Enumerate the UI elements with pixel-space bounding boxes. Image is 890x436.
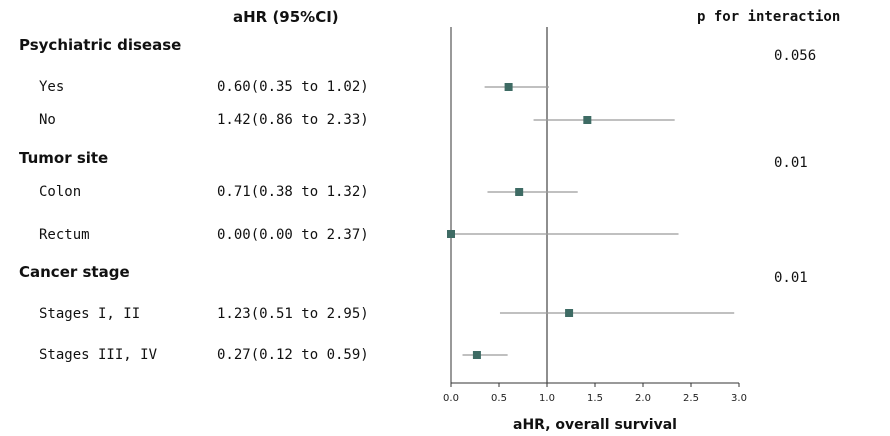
p-interaction-column-header: p for interaction <box>697 9 841 25</box>
group-title-cancer-stage: Cancer stage <box>19 263 130 281</box>
row-estimate-rectum: 0.00(0.00 to 2.37) <box>217 227 369 243</box>
x-tick-label: 2.0 <box>635 393 651 404</box>
row-label-stages-i-ii: Stages I, II <box>39 306 141 322</box>
point-marker <box>583 116 592 124</box>
point-marker <box>504 83 513 91</box>
p-interaction-tumor-site: 0.01 <box>774 155 808 171</box>
p-interaction-psychiatric-disease: 0.056 <box>774 48 817 64</box>
point-marker <box>515 188 524 196</box>
x-tick-label: 1.0 <box>539 393 555 404</box>
group-title-psychiatric-disease: Psychiatric disease <box>19 36 182 54</box>
row-estimate-stages-iii-iv: 0.27(0.12 to 0.59) <box>217 347 369 363</box>
x-tick-label: 0.5 <box>491 393 507 404</box>
x-tick-label: 2.5 <box>683 393 699 404</box>
point-marker <box>565 309 574 317</box>
row-estimate-yes: 0.60(0.35 to 1.02) <box>217 79 369 95</box>
x-axis-title: aHR, overall survival <box>513 417 677 433</box>
x-tick-label: 0.0 <box>443 393 459 404</box>
row-label-no: No <box>39 112 56 128</box>
row-label-yes: Yes <box>39 79 65 95</box>
group-title-tumor-site: Tumor site <box>19 149 109 167</box>
row-label-stages-iii-iv: Stages III, IV <box>39 347 158 363</box>
x-tick-label: 3.0 <box>731 393 747 404</box>
ahr-column-header: aHR (95%CI) <box>233 8 339 26</box>
row-estimate-stages-i-ii: 1.23(0.51 to 2.95) <box>217 306 369 322</box>
row-estimate-no: 1.42(0.86 to 2.33) <box>217 112 369 128</box>
p-interaction-cancer-stage: 0.01 <box>774 270 808 286</box>
row-label-colon: Colon <box>39 184 82 200</box>
point-marker <box>447 230 455 238</box>
point-marker <box>472 351 481 359</box>
row-label-rectum: Rectum <box>39 227 90 243</box>
x-tick-label: 1.5 <box>587 393 603 404</box>
row-estimate-colon: 0.71(0.38 to 1.32) <box>217 184 369 200</box>
